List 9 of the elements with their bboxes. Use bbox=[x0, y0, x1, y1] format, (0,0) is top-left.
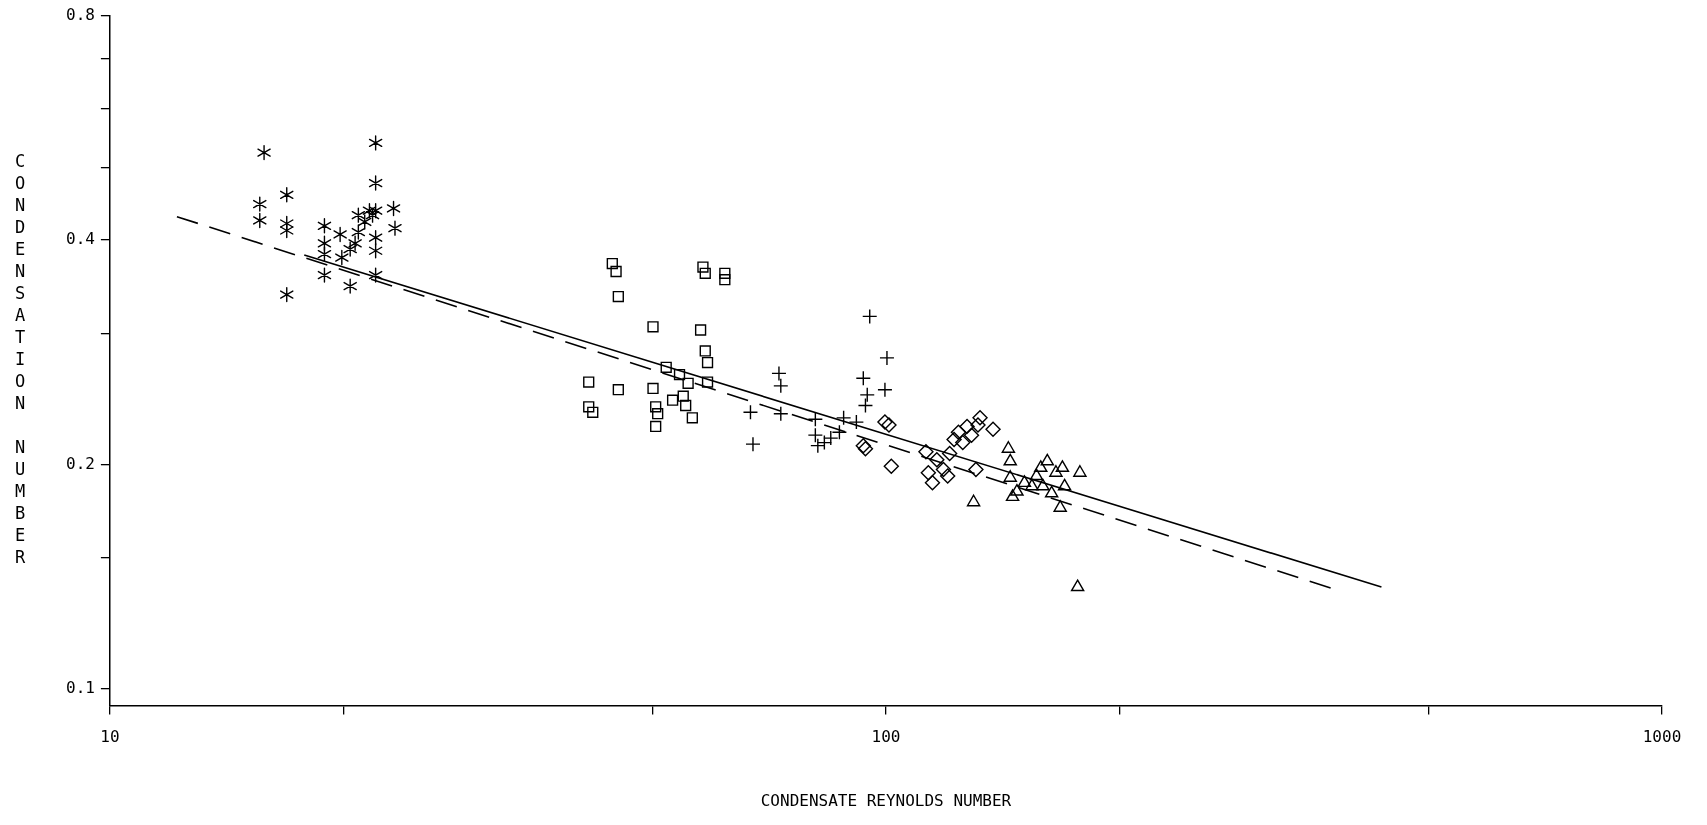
y-tick-label: 0.1 bbox=[65, 678, 95, 698]
x-tick-label: 1000 bbox=[1642, 727, 1682, 747]
x-axis-title: CONDENSATE REYNOLDS NUMBER bbox=[760, 790, 1012, 810]
y-tick-label: 0.2 bbox=[65, 453, 95, 473]
y-tick-label: 0.4 bbox=[65, 229, 95, 249]
text: CONDENSATION NUMBER bbox=[14, 151, 26, 568]
x-tick-label: 10 bbox=[100, 727, 120, 747]
y-tick-label: 0.8 bbox=[65, 4, 95, 24]
x-tick-label: 100 bbox=[871, 727, 901, 747]
